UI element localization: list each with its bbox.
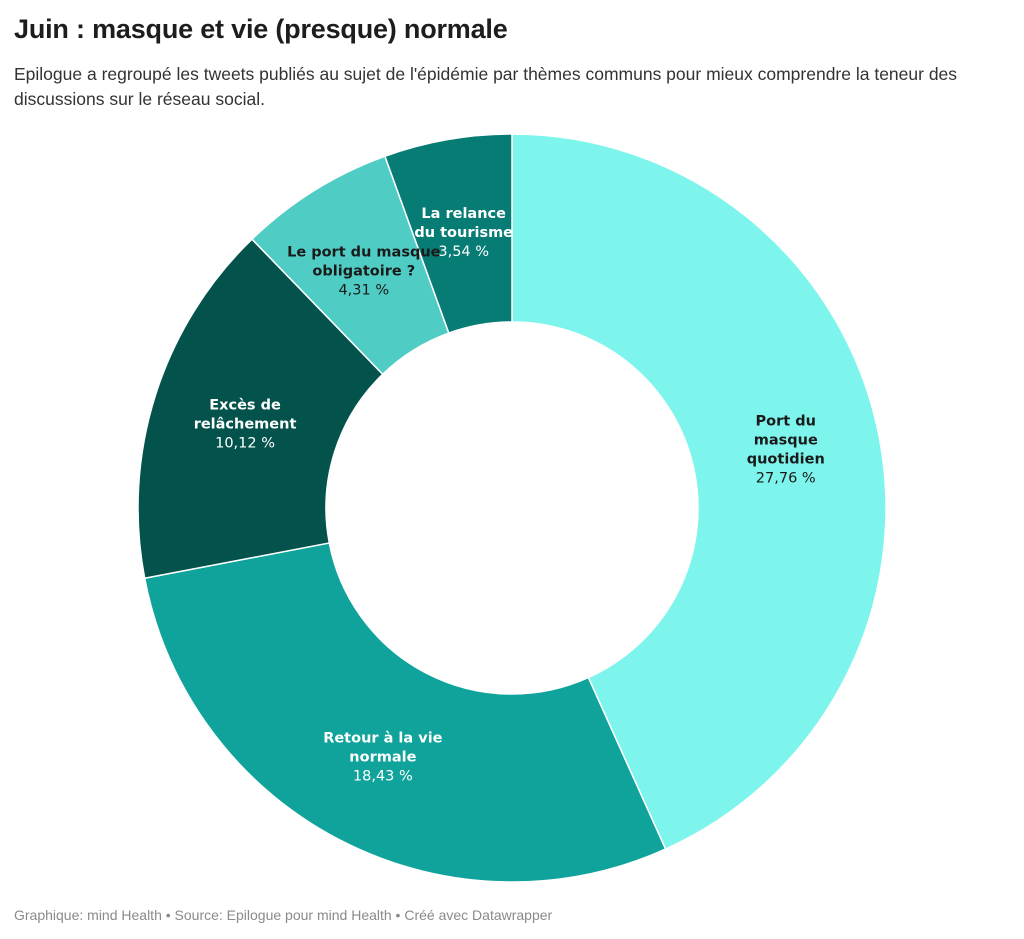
- slice-label-le-port-du-masque-obligatoire: Le port du masque obligatoire ? 4,31 %: [287, 244, 441, 298]
- slice-label-name-line: normale: [349, 749, 416, 765]
- chart-subtitle: Epilogue a regroupé les tweets publiés a…: [14, 64, 958, 109]
- slice-label-name-line: Excès de: [209, 398, 281, 414]
- slice-label-la-relance-du-tourisme: La relance du tourisme 3,54 %: [414, 206, 513, 260]
- slice-label-port-du-masque-quotidien: Port du masque quotidien 27,76 %: [747, 414, 825, 487]
- slice-value-label: 27,76 %: [756, 471, 816, 487]
- slice-value-label: 18,43 %: [353, 768, 413, 784]
- slice-retour-a-la-vie-normale: [143, 542, 667, 883]
- chart-footer: Graphique: mind Health • Source: Epilogu…: [14, 907, 553, 923]
- slice-label-name-line: relâchement: [194, 417, 297, 433]
- slice-label-name-line: Port du: [756, 414, 816, 430]
- chart-title: Juin : masque et vie (presque) normale: [14, 14, 508, 44]
- slice-value-label: 4,31 %: [338, 282, 389, 298]
- donut-slices: [137, 133, 887, 883]
- slice-label-name-line: Retour à la vie: [323, 730, 442, 746]
- slice-label-exces-de-relachement: Excès de relâchement 10,12 %: [194, 398, 297, 452]
- slice-label-name-line: du tourisme: [414, 225, 513, 241]
- slice-label-name-line: Le port du masque: [287, 244, 441, 260]
- slice-la-relance-du-tourisme: [383, 133, 513, 335]
- slice-label-name-line: La relance: [421, 206, 506, 222]
- slice-label-name-line: obligatoire ?: [312, 263, 415, 279]
- slice-exces-de-relachement: [137, 238, 384, 580]
- slice-label-retour-a-la-vie-normale: Retour à la vie normale 18,43 %: [323, 730, 442, 784]
- slice-label-name-line: quotidien: [747, 452, 825, 468]
- slice-value-label: 3,54 %: [438, 244, 489, 260]
- donut-labels: Port du masque quotidien 27,76 % Retour à la…: [194, 206, 825, 784]
- slice-port-du-masque-quotidien: [511, 133, 887, 851]
- slice-value-label: 10,12 %: [215, 436, 275, 452]
- slice-label-name-line: masque: [754, 433, 818, 449]
